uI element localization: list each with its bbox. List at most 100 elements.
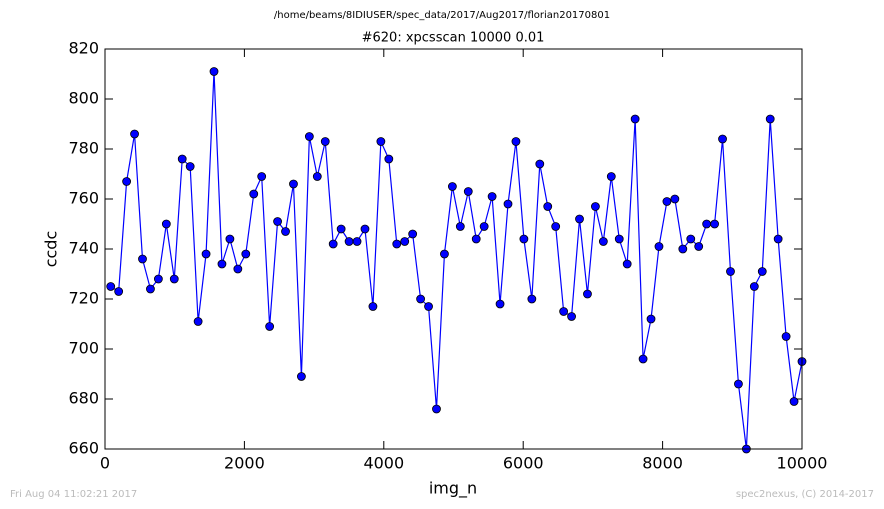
chart-subtitle: #620: xpcsscan 10000 0.01 bbox=[362, 31, 545, 46]
data-point bbox=[257, 172, 267, 181]
y-tick-label: 800 bbox=[68, 89, 99, 108]
data-point bbox=[297, 372, 306, 381]
data-point bbox=[781, 332, 791, 341]
data-point bbox=[249, 189, 259, 199]
data-point bbox=[328, 239, 338, 249]
x-tick-label: 0 bbox=[100, 454, 110, 473]
data-point bbox=[416, 294, 426, 304]
data-point bbox=[289, 179, 298, 189]
data-point bbox=[487, 192, 497, 201]
x-tick-label: 4000 bbox=[363, 454, 404, 473]
data-point bbox=[598, 237, 608, 246]
data-point bbox=[694, 242, 704, 251]
data-point bbox=[455, 222, 465, 231]
data-point bbox=[169, 274, 179, 284]
data-point bbox=[273, 217, 282, 226]
data-point bbox=[773, 234, 783, 244]
data-point bbox=[130, 129, 139, 139]
data-point bbox=[304, 132, 314, 141]
data-point bbox=[654, 242, 664, 251]
data-point bbox=[749, 282, 759, 291]
data-point bbox=[344, 237, 354, 246]
data-point bbox=[614, 234, 624, 244]
data-point bbox=[718, 134, 727, 144]
data-point bbox=[710, 219, 719, 229]
data-point bbox=[122, 177, 132, 186]
x-tick-label: 2000 bbox=[224, 454, 265, 473]
data-point bbox=[233, 264, 243, 274]
data-point bbox=[511, 137, 521, 146]
y-tick-label: 700 bbox=[68, 339, 99, 358]
data-point bbox=[551, 222, 561, 231]
data-point bbox=[567, 312, 576, 321]
data-point bbox=[209, 67, 219, 76]
data-point bbox=[106, 282, 116, 291]
data-point bbox=[765, 114, 775, 124]
data-point bbox=[177, 154, 187, 164]
data-point bbox=[606, 172, 616, 181]
data-point bbox=[114, 287, 124, 296]
data-point bbox=[662, 197, 672, 206]
data-point bbox=[622, 259, 632, 269]
data-point bbox=[241, 249, 251, 259]
chart-title: /home/beams/8IDIUSER/spec_data/2017/Aug2… bbox=[274, 10, 610, 21]
data-point bbox=[376, 137, 386, 146]
data-point bbox=[726, 267, 735, 276]
data-point bbox=[352, 237, 362, 246]
data-point bbox=[559, 307, 569, 316]
y-tick-label: 740 bbox=[68, 239, 99, 258]
y-tick-label: 680 bbox=[68, 389, 99, 408]
x-axis-label: img_n bbox=[429, 479, 477, 499]
data-point bbox=[153, 274, 163, 284]
data-point bbox=[591, 202, 600, 211]
data-point bbox=[463, 187, 473, 196]
data-point bbox=[678, 244, 688, 254]
data-point bbox=[161, 219, 171, 229]
data-point bbox=[686, 234, 696, 244]
data-point bbox=[360, 224, 370, 234]
series-line bbox=[110, 71, 803, 450]
data-point bbox=[440, 249, 449, 259]
data-point bbox=[495, 299, 505, 309]
data-point bbox=[408, 229, 418, 239]
y-tick-label: 780 bbox=[68, 139, 99, 158]
data-point bbox=[138, 254, 147, 264]
data-point bbox=[527, 294, 537, 304]
data-point bbox=[757, 267, 767, 276]
data-point bbox=[638, 354, 648, 364]
data-point bbox=[392, 239, 402, 249]
data-point bbox=[670, 194, 680, 204]
data-point bbox=[702, 219, 712, 229]
data-point bbox=[535, 159, 545, 169]
data-point bbox=[789, 397, 799, 406]
data-point bbox=[447, 182, 457, 191]
data-point bbox=[471, 234, 481, 244]
data-point bbox=[424, 302, 433, 311]
y-tick-label: 660 bbox=[68, 439, 99, 458]
data-point bbox=[281, 227, 290, 236]
data-point bbox=[630, 114, 640, 124]
data-point bbox=[336, 224, 346, 234]
x-tick-label: 10000 bbox=[777, 454, 828, 473]
footer-right: spec2nexus, (C) 2014-2017 bbox=[736, 489, 874, 500]
data-point bbox=[384, 154, 394, 164]
data-point bbox=[519, 234, 529, 244]
footer-left: Fri Aug 04 11:02:21 2017 bbox=[10, 489, 137, 500]
y-tick-label: 720 bbox=[68, 289, 99, 308]
data-point bbox=[734, 379, 743, 389]
data-point bbox=[217, 259, 227, 269]
data-point bbox=[265, 322, 275, 331]
data-point bbox=[193, 317, 203, 326]
y-tick-label: 820 bbox=[68, 39, 99, 58]
plot-frame bbox=[104, 48, 803, 450]
data-point bbox=[543, 202, 553, 211]
data-point bbox=[146, 284, 155, 294]
data-point bbox=[400, 237, 410, 246]
y-tick-label: 760 bbox=[68, 189, 99, 208]
data-point bbox=[225, 234, 235, 244]
x-tick-label: 6000 bbox=[503, 454, 544, 473]
x-tick-label: 8000 bbox=[642, 454, 683, 473]
data-point bbox=[503, 199, 513, 209]
data-point bbox=[479, 222, 489, 231]
